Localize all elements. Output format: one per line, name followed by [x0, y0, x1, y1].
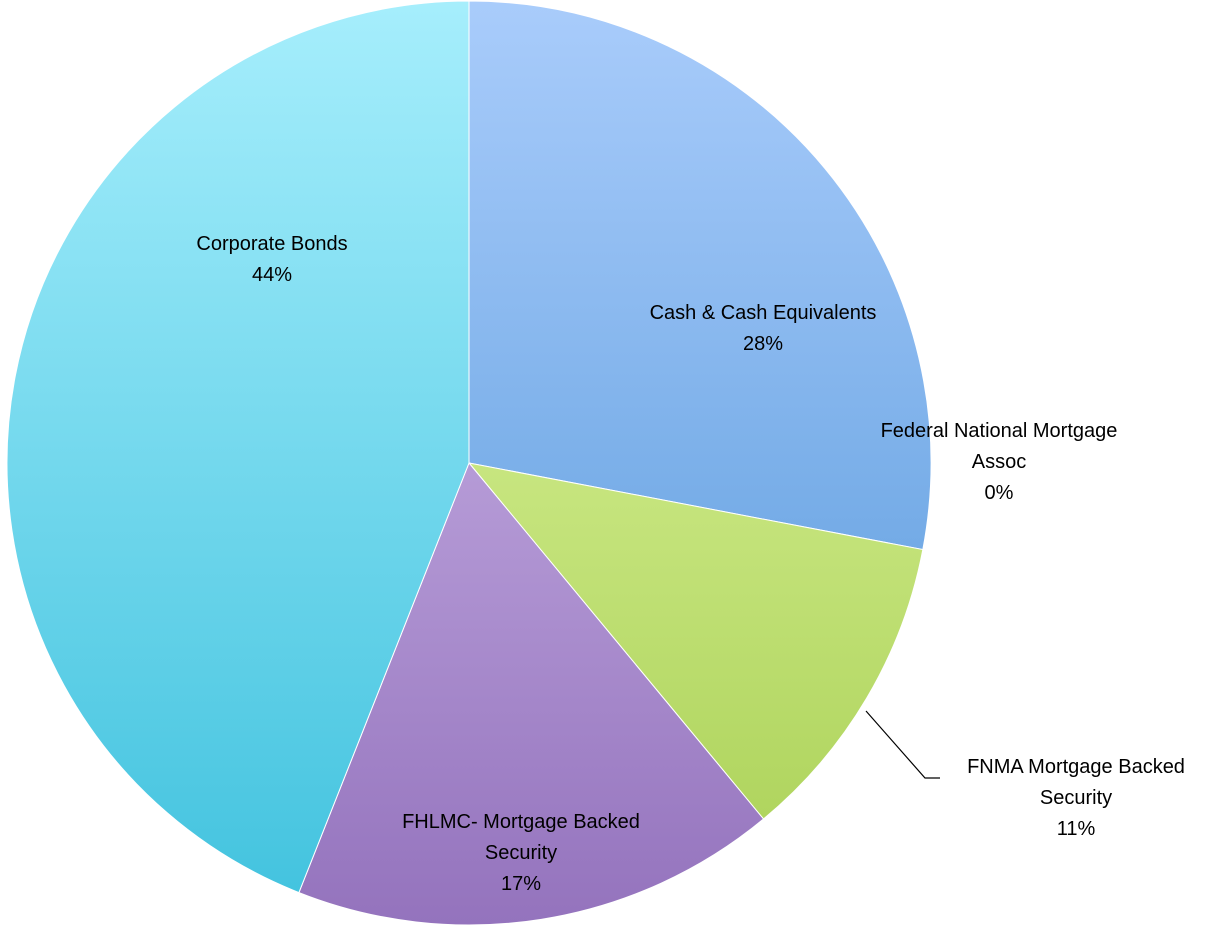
slice-percent-label: 28%: [743, 333, 783, 355]
slice-name-label: Security: [1040, 787, 1112, 809]
leader-lines: [865, 710, 940, 779]
slice-name-label: FNMA Mortgage Backed: [967, 756, 1185, 778]
slice-percent-label: 11%: [1057, 818, 1096, 840]
slice-name-label: Cash & Cash Equivalents: [650, 302, 877, 324]
leader-line-fnma-mortgage-backed-security: [865, 710, 940, 779]
slice-name-label: Corporate Bonds: [196, 233, 347, 255]
slice-percent-label: 17%: [501, 873, 541, 895]
slice-label-fhlmc-mortgage-backed-security: FHLMC- Mortgage Backed Security 17%: [402, 811, 640, 895]
pie-slice-corporate-bonds: [6, 0, 470, 894]
pie-slice-fnma-mortgage-backed-security: [467, 462, 924, 820]
slice-name-label: Assoc: [972, 451, 1026, 473]
slice-label-corporate-bonds: Corporate Bonds 44%: [196, 233, 347, 286]
pie-slice-fhlmc-mortgage-backed-security: [298, 462, 765, 926]
slice-percent-label: 0%: [985, 482, 1014, 504]
slice-label-cash-and-cash-equivalents: Cash & Cash Equivalents 28%: [650, 302, 877, 355]
slice-name-label: Security: [485, 842, 557, 864]
slice-name-label: FHLMC- Mortgage Backed: [402, 811, 640, 833]
slice-labels: Cash & Cash Equivalents 28% Federal Nation…: [196, 233, 1185, 895]
pie-slice-cash-and-cash-equivalents: [468, 0, 932, 551]
slice-percent-label: 44%: [252, 264, 292, 286]
pie-slices: [6, 0, 932, 926]
slice-label-federal-national-mortgage-assoc: Federal National Mortgage Assoc 0%: [881, 420, 1118, 504]
slice-label-fnma-mortgage-backed-security: FNMA Mortgage Backed Security 11%: [967, 756, 1185, 840]
slice-name-label: Federal National Mortgage: [881, 420, 1118, 442]
